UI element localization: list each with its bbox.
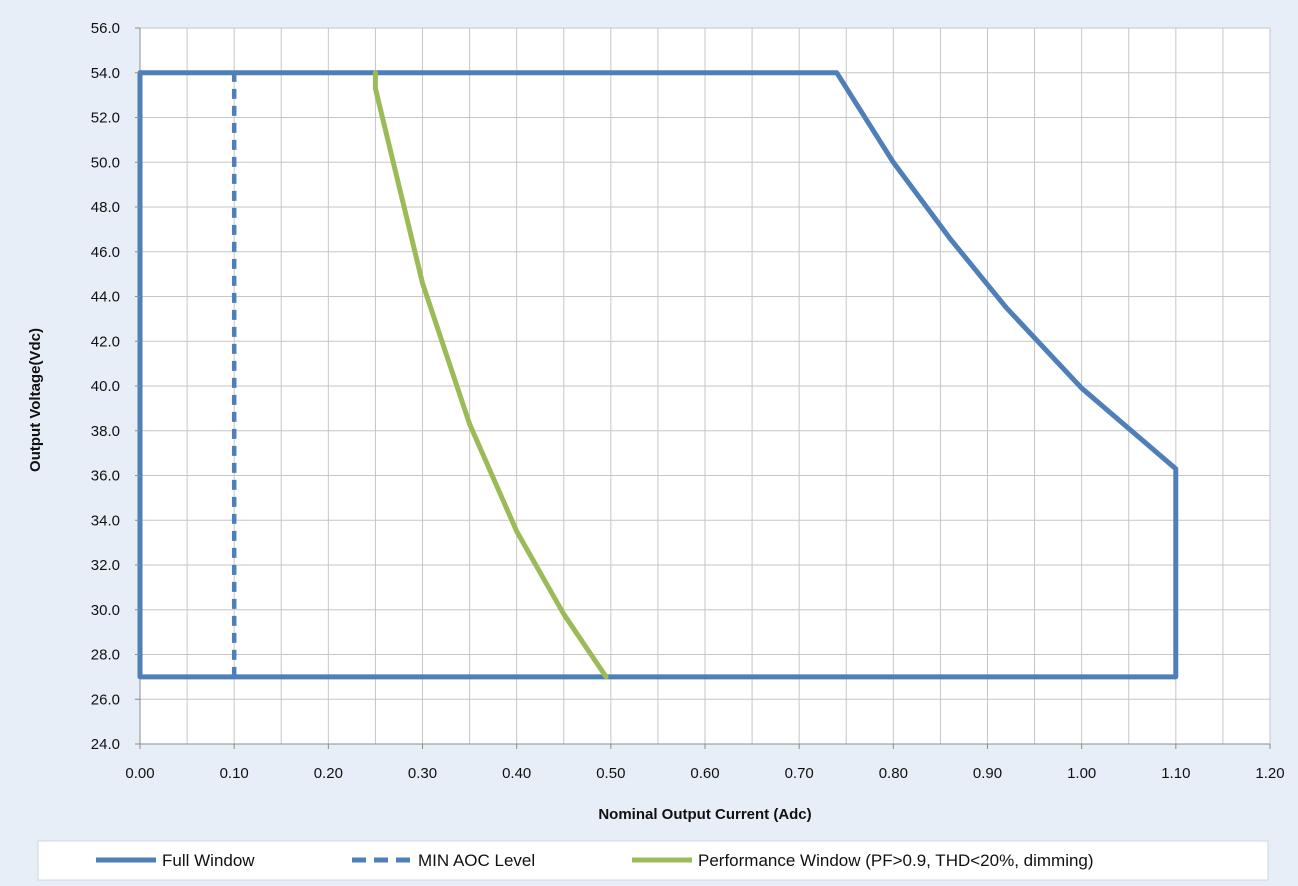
legend: Full Window MIN AOC Level Performance Wind…	[96, 851, 1094, 870]
x-tick-label: 1.00	[1067, 765, 1096, 782]
y-tick-label: 46.0	[91, 244, 120, 261]
series-group	[137, 70, 1179, 680]
x-tick-label: 0.50	[596, 765, 625, 782]
legend-label-2: MIN AOC Level	[418, 851, 535, 870]
y-tick-label: 30.0	[91, 602, 120, 619]
y-tick-label: 32.0	[91, 557, 120, 574]
grid	[139, 27, 1271, 745]
x-axis-ticks: 0.00 0.10 0.20 0.30 0.40 0.50 0.60 0.70 0.80 0.90…	[125, 744, 1285, 782]
x-tick-label: 0.20	[314, 765, 343, 782]
x-tick-label: 1.20	[1255, 765, 1284, 782]
x-tick-label: 0.60	[690, 765, 719, 782]
y-tick-label: 26.0	[91, 691, 120, 708]
y-tick-label: 42.0	[91, 333, 120, 350]
y-tick-label: 44.0	[91, 289, 120, 306]
y-axis-title: Output Voltage(Vdc)	[27, 328, 44, 472]
x-tick-label: 0.80	[879, 765, 908, 782]
x-axis-title: Nominal Output Current (Adc)	[598, 806, 811, 823]
y-tick-label: 38.0	[91, 423, 120, 440]
y-tick-label: 28.0	[91, 647, 120, 664]
y-tick-label: 36.0	[91, 468, 120, 485]
y-tick-label: 24.0	[91, 736, 120, 753]
y-tick-label: 56.0	[91, 20, 120, 37]
y-tick-label: 50.0	[91, 154, 120, 171]
legend-label-3: Performance Window (PF>0.9, THD<20%, dim…	[698, 851, 1094, 870]
y-axis-ticks: 24.0 26.0 28.0 30.0 32.0 34.0 36.0 38.0 40.0 42.0…	[91, 20, 140, 753]
x-tick-label: 0.40	[502, 765, 531, 782]
x-tick-label: 0.00	[125, 765, 154, 782]
y-tick-label: 40.0	[91, 378, 120, 395]
x-tick-label: 0.70	[785, 765, 814, 782]
y-tick-label: 34.0	[91, 512, 120, 529]
x-tick-label: 0.90	[973, 765, 1002, 782]
y-tick-label: 54.0	[91, 65, 120, 82]
x-tick-label: 1.10	[1161, 765, 1190, 782]
series-line-3	[372, 70, 609, 680]
x-tick-label: 0.30	[408, 765, 437, 782]
x-tick-label: 0.10	[220, 765, 249, 782]
series-line-1	[137, 70, 1179, 680]
y-tick-label: 52.0	[91, 110, 120, 127]
y-tick-label: 48.0	[91, 199, 120, 216]
legend-label-1: Full Window	[162, 851, 255, 870]
